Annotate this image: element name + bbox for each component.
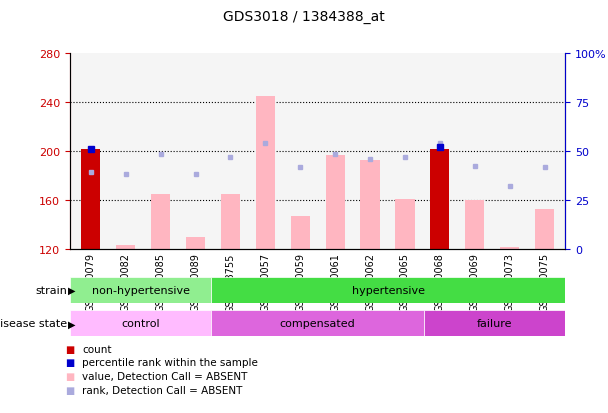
Bar [151,195,170,250]
Bar [70,311,212,337]
Text: compensated: compensated [280,318,356,329]
Bar [81,150,100,250]
Bar [256,97,275,250]
Bar [116,245,136,250]
Text: disease state: disease state [0,318,67,329]
Text: failure: failure [477,318,513,329]
Text: hypertensive: hypertensive [352,285,425,296]
Bar [424,311,565,337]
Text: ■: ■ [65,344,75,354]
Bar [212,278,565,304]
Text: percentile rank within the sample: percentile rank within the sample [82,358,258,368]
Bar [535,209,554,250]
Text: GDS3018 / 1384388_at: GDS3018 / 1384388_at [223,10,385,24]
Text: control: control [122,318,160,329]
Bar [186,237,205,250]
Text: ▶: ▶ [68,318,75,329]
Bar [500,247,519,250]
Bar [212,311,424,337]
Bar [361,160,379,250]
Text: count: count [82,344,112,354]
Bar [291,217,310,250]
Bar [395,199,415,250]
Text: ■: ■ [65,385,75,395]
Text: value, Detection Call = ABSENT: value, Detection Call = ABSENT [82,371,247,381]
Bar [465,201,485,250]
Bar [430,150,449,250]
Text: ▶: ▶ [68,285,75,296]
Text: strain: strain [35,285,67,296]
Text: non-hypertensive: non-hypertensive [92,285,190,296]
Bar [70,278,212,304]
Bar [221,195,240,250]
Text: ■: ■ [65,358,75,368]
Text: ■: ■ [65,371,75,381]
Bar [325,155,345,250]
Text: rank, Detection Call = ABSENT: rank, Detection Call = ABSENT [82,385,243,395]
